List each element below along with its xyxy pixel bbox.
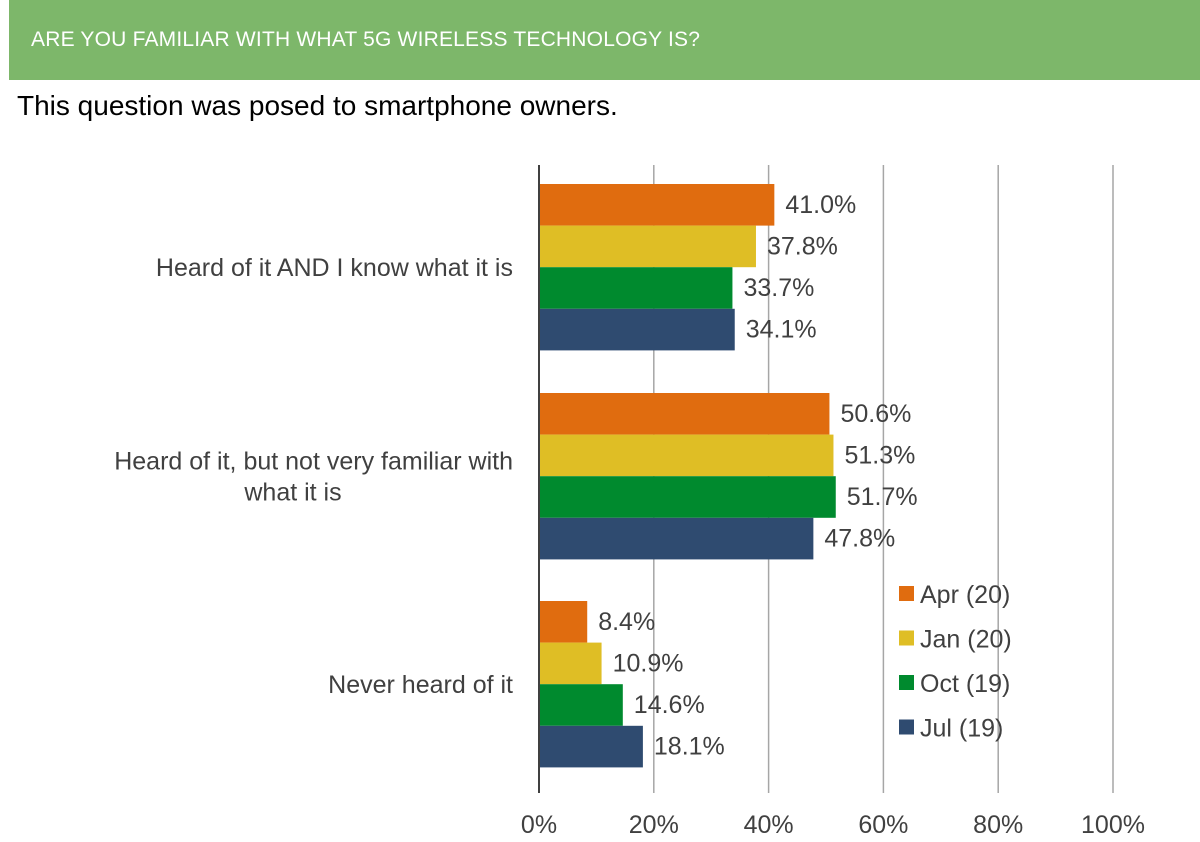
bar bbox=[539, 434, 834, 477]
bar bbox=[539, 642, 602, 685]
data-label: 33.7% bbox=[743, 274, 814, 302]
data-label: 14.6% bbox=[634, 691, 705, 719]
bar bbox=[539, 725, 643, 768]
data-label: 8.4% bbox=[598, 608, 655, 636]
data-label: 47.8% bbox=[824, 525, 895, 553]
legend-swatch bbox=[899, 719, 914, 735]
legend-swatch bbox=[899, 586, 914, 601]
header-banner: ARE YOU FAMILIAR WITH WHAT 5G WIRELESS T… bbox=[9, 0, 1200, 80]
bar bbox=[539, 601, 588, 643]
category-label: Never heard of it bbox=[328, 671, 513, 699]
legend-label: Oct (19) bbox=[920, 670, 1010, 698]
data-label: 18.1% bbox=[654, 733, 725, 761]
bar bbox=[539, 684, 623, 726]
x-tick-label: 20% bbox=[629, 811, 679, 839]
page-subtitle: This question was posed to smartphone ow… bbox=[17, 90, 618, 121]
x-tick-label: 60% bbox=[858, 811, 908, 839]
x-tick-label: 80% bbox=[973, 811, 1023, 839]
data-label: 41.0% bbox=[785, 191, 856, 219]
x-tick-label: 0% bbox=[521, 811, 557, 839]
data-label: 50.6% bbox=[840, 400, 911, 428]
data-label: 51.3% bbox=[844, 441, 915, 469]
category-label: Heard of it AND I know what it is bbox=[156, 254, 513, 282]
data-label: 51.7% bbox=[847, 483, 918, 511]
legend-label: Jan (20) bbox=[920, 626, 1012, 654]
legend-label: Apr (20) bbox=[920, 581, 1010, 609]
page-title: ARE YOU FAMILIAR WITH WHAT 5G WIRELESS T… bbox=[31, 28, 701, 51]
data-label: 10.9% bbox=[613, 649, 684, 677]
bar bbox=[539, 476, 836, 518]
legend-swatch bbox=[899, 630, 914, 646]
bar bbox=[539, 184, 775, 226]
legend-label: Jul (19) bbox=[920, 715, 1003, 743]
bar bbox=[539, 225, 756, 268]
data-label: 37.8% bbox=[767, 232, 838, 260]
legend-swatch bbox=[899, 675, 914, 690]
x-tick-label: 40% bbox=[744, 811, 794, 839]
data-label: 34.1% bbox=[746, 316, 817, 344]
category-label: Heard of it, but not very familiar with w… bbox=[114, 448, 513, 507]
x-tick-label: 100% bbox=[1081, 811, 1145, 839]
bar bbox=[539, 308, 735, 351]
bar bbox=[539, 267, 733, 309]
bar bbox=[539, 393, 830, 435]
bar bbox=[539, 517, 814, 560]
